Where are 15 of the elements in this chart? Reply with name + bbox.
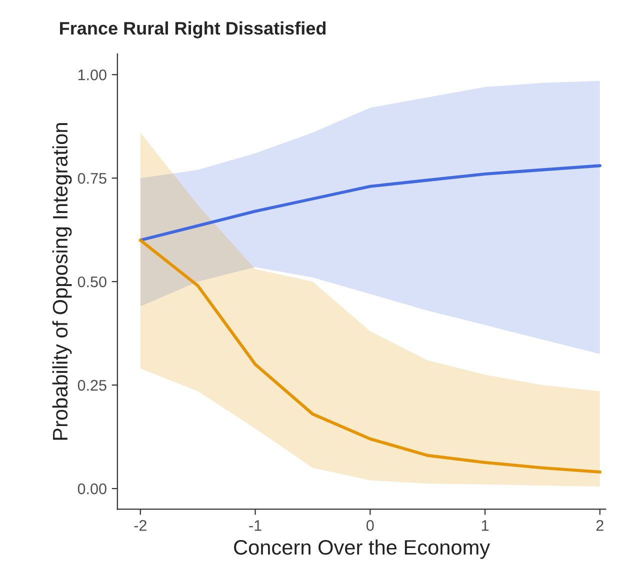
x-tick-label: 1	[482, 520, 489, 531]
y-tick-label: 0.25	[78, 380, 106, 391]
y-tick-label: 0.00	[78, 483, 106, 494]
x-axis-title: Concern Over the Economy	[234, 539, 490, 559]
x-tick-label: 0	[366, 520, 374, 531]
line-series	[138, 164, 602, 242]
x-tick-label: -1	[249, 520, 262, 531]
chart-title: France Rural Right Dissatisfied	[60, 21, 326, 38]
y-axis-title: Probability of Opposing Integration	[52, 123, 72, 440]
y-tick-label: 1.00	[78, 70, 106, 80]
y-tick-label: 0.50	[78, 276, 106, 288]
x-tick-label: 2	[596, 520, 604, 531]
line-series	[138, 238, 602, 474]
x-tick-label: -2	[134, 520, 146, 531]
y-tick-label: 0.75	[78, 172, 106, 184]
